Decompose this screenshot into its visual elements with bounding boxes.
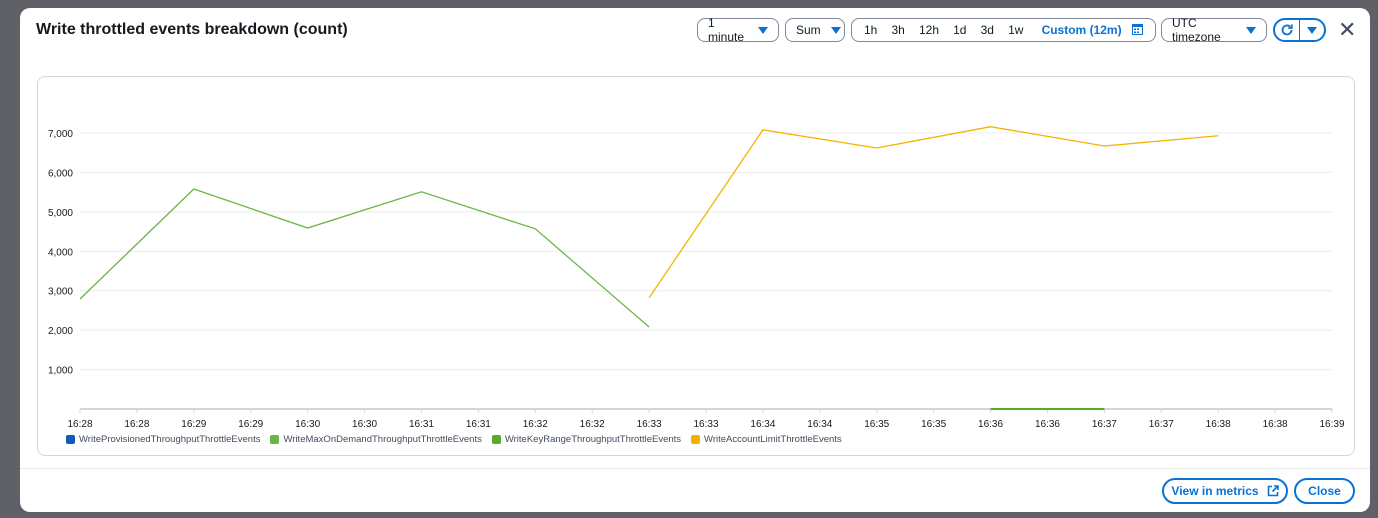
refresh-options-dropdown[interactable] [1300, 20, 1324, 40]
range-3d[interactable]: 3d [980, 23, 994, 37]
legend-swatch [270, 435, 280, 444]
x-tick-label: 16:37 [1092, 419, 1117, 430]
modal: Write throttled events breakdown (count)… [20, 8, 1370, 512]
close-button[interactable]: Close [1294, 478, 1355, 504]
x-tick-label: 16:29 [181, 419, 206, 430]
x-tick-label: 16:33 [693, 419, 718, 430]
period-value: 1 minute [708, 16, 745, 44]
x-tick-label: 16:30 [352, 419, 377, 430]
range-12h[interactable]: 12h [918, 23, 939, 37]
close-button-label: Close [1308, 484, 1341, 498]
modal-title: Write throttled events breakdown (count) [36, 21, 348, 38]
statistic-dropdown[interactable]: Sum [785, 18, 845, 42]
legend-swatch [66, 435, 75, 444]
x-tick-label: 16:38 [1206, 419, 1231, 430]
range-custom[interactable]: Custom (12m) [1034, 23, 1147, 37]
timezone-dropdown[interactable]: UTC timezone [1161, 16, 1267, 44]
x-tick-label: 16:28 [124, 419, 149, 430]
legend-label: WriteMaxOnDemandThroughputThrottleEvents [283, 434, 482, 445]
series-line [648, 126, 1219, 299]
x-tick-label: 16:36 [1035, 419, 1060, 430]
line-chart: 1,000 2,000 3,000 4,000 5,000 6,000 7,000 16:28… [48, 126, 1345, 430]
x-tick-label: 16:32 [580, 419, 605, 430]
x-tick-label: 16:33 [637, 419, 662, 430]
chart-panel: 1,000 2,000 3,000 4,000 5,000 6,000 7,000 16:28… [37, 76, 1355, 456]
x-tick-label: 16:31 [409, 419, 434, 430]
legend-swatch [691, 435, 701, 444]
statistic-value: Sum [796, 23, 821, 37]
legend-item[interactable]: WriteProvisionedThroughputThrottleEvents [66, 434, 260, 445]
x-tick-label: 16:36 [978, 419, 1003, 430]
legend-item[interactable]: WriteAccountLimitThrottleEvents [691, 434, 842, 445]
caret-down-icon [1307, 26, 1317, 34]
series-line [79, 188, 650, 328]
x-tick-label: 16:34 [807, 419, 832, 430]
x-tick-label: 16:30 [295, 419, 320, 430]
caret-down-icon [758, 26, 768, 34]
legend-label: WriteAccountLimitThrottleEvents [704, 434, 842, 445]
x-tick-label: 16:28 [67, 419, 92, 430]
legend-swatch [491, 435, 501, 444]
y-tick-label: 3,000 [48, 287, 73, 298]
x-tick-label: 16:32 [523, 419, 548, 430]
view-in-metrics-label: View in metrics [1171, 484, 1259, 498]
x-tick-label: 16:39 [1319, 419, 1344, 430]
x-tick-label: 16:35 [921, 419, 946, 430]
timezone-value: UTC timezone [1172, 16, 1221, 44]
refresh-button[interactable] [1275, 20, 1300, 40]
caret-down-icon [830, 26, 841, 34]
x-tick-label: 16:35 [864, 419, 889, 430]
range-1h[interactable]: 1h [864, 23, 878, 37]
close-icon[interactable]: ✕ [1338, 17, 1357, 42]
x-tick-label: 16:34 [750, 419, 775, 430]
y-tick-label: 4,000 [48, 247, 73, 258]
y-tick-label: 2,000 [48, 326, 73, 337]
range-3h[interactable]: 3h [891, 23, 905, 37]
view-in-metrics-button[interactable]: View in metrics [1162, 478, 1288, 504]
y-tick-label: 6,000 [48, 168, 73, 179]
footer-divider [20, 468, 1370, 469]
chart-legend: WriteProvisionedThroughputThrottleEvents… [66, 434, 842, 445]
range-1d[interactable]: 1d [953, 23, 967, 37]
legend-item[interactable]: WriteMaxOnDemandThroughputThrottleEvents [270, 434, 482, 445]
x-tick-label: 16:29 [238, 419, 263, 430]
y-tick-label: 7,000 [48, 129, 73, 140]
time-range-selector: 1h 3h 12h 1d 3d 1w Custom (12m) [851, 18, 1156, 42]
legend-label: WriteKeyRangeThroughputThrottleEvents [504, 434, 682, 445]
refresh-button-group [1273, 18, 1326, 42]
period-dropdown[interactable]: 1 minute [697, 16, 779, 44]
caret-down-icon [1246, 26, 1256, 34]
external-link-icon [1267, 485, 1279, 497]
legend-label: WriteProvisionedThroughputThrottleEvents [79, 434, 261, 445]
x-tick-label: 16:37 [1149, 419, 1174, 430]
custom-range-label: Custom (12m) [1041, 23, 1122, 37]
refresh-icon [1281, 24, 1293, 36]
y-tick-label: 1,000 [48, 366, 73, 377]
legend-item[interactable]: WriteKeyRangeThroughputThrottleEvents [491, 434, 682, 445]
x-tick-label: 16:31 [466, 419, 491, 430]
calendar-icon [1131, 24, 1143, 35]
range-1w[interactable]: 1w [1008, 23, 1024, 37]
x-tick-label: 16:38 [1263, 419, 1288, 430]
y-tick-label: 5,000 [48, 208, 73, 219]
